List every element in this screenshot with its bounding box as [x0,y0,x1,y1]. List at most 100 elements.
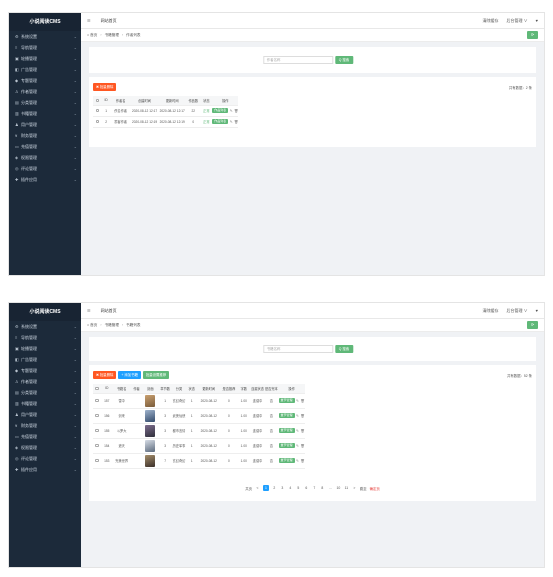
add-book-button[interactable]: + 添加书籍 [118,371,141,379]
column-header: 连载状态 [250,384,265,394]
sidebar-item-7[interactable]: ▥ 书籍管理 ⌄ [9,398,81,409]
sidebar-item-2[interactable]: ▣ 轮播管理 ⌄ [9,53,81,64]
search-input[interactable]: 作者名称 [262,56,333,64]
batch-delete-button[interactable]: ✖ 批量删除 [93,83,117,91]
refresh-button[interactable]: ⟳ [527,321,538,329]
search-input[interactable]: 书籍名称 [262,345,333,353]
delete-icon[interactable]: 🗑 [234,119,239,124]
row-primary-action-button[interactable]: 章节管理 [278,428,295,433]
sidebar-item-10[interactable]: ▭ 充值管理 ⌄ [9,141,81,152]
batch-recommend-button[interactable]: 批量设置推荐 [142,371,170,379]
site-home-link[interactable]: 网站首页 [100,17,117,23]
row-checkbox[interactable] [95,398,99,403]
page-item[interactable]: 6 [305,486,308,490]
select-all-checkbox[interactable] [95,386,99,391]
sidebar-item-9[interactable]: ¥ 财务管理 ⌄ [9,420,81,431]
search-button[interactable]: Q 搜索 [334,56,354,64]
refresh-button[interactable]: ⟳ [527,31,538,39]
heart-icon[interactable]: ♥ [535,308,538,313]
page-item[interactable]: 10 [336,486,341,490]
row-checkbox[interactable] [95,443,99,448]
edit-icon[interactable]: ✎ [229,119,233,124]
page-item[interactable]: 5 [297,486,300,490]
sidebar-item-5[interactable]: ♙ 作者管理 ⌄ [9,376,81,387]
row-checkbox[interactable] [95,413,99,418]
sidebar-item-10[interactable]: ▭ 充值管理 ⌄ [9,431,81,442]
row-primary-action-button[interactable]: 章节管理 [278,413,295,418]
row-checkbox[interactable] [95,119,100,124]
edit-icon[interactable]: ✎ [296,413,299,418]
page-item[interactable]: 1 [262,485,269,491]
sidebar-item-3[interactable]: ◧ 广告管理 ⌄ [9,354,81,365]
cell-text: 2020-08-12 [200,428,217,433]
breadcrumb-section[interactable]: 书籍管理 [104,32,119,37]
breadcrumb-section[interactable]: 书籍管理 [104,322,119,327]
sidebar-item-12[interactable]: ◎ 评论管理 ⌄ [9,163,81,174]
page-item[interactable]: 4 [289,486,292,490]
page-item[interactable]: < [256,486,259,490]
delete-icon[interactable]: 🗑 [300,413,305,418]
book-cover-image [145,454,156,467]
sidebar-item-5[interactable]: ♙ 作者管理 ⌄ [9,86,81,97]
row-primary-action-button[interactable]: 作品列表 [212,119,229,124]
page-item[interactable]: 7 [313,486,316,490]
site-home-link[interactable]: 网站首页 [100,307,117,313]
page-item[interactable]: 8 [321,486,324,490]
delete-icon[interactable]: 🗑 [300,398,305,403]
book-cover-image [145,409,156,422]
clear-cache-link[interactable]: 清除缓存 [482,307,499,313]
delete-icon[interactable]: 🗑 [300,443,305,448]
page-item[interactable]: 3 [281,486,284,490]
collapse-icon[interactable]: ☰ [87,18,91,23]
page-item[interactable]: 确定页 [369,486,380,491]
breadcrumb-home[interactable]: ⌂ 首页 [87,322,98,327]
delete-icon[interactable]: 🗑 [300,458,305,463]
page-item[interactable]: > [353,486,356,490]
edit-icon[interactable]: ✎ [296,428,299,433]
sidebar-item-6[interactable]: ▤ 分类管理 ⌄ [9,387,81,398]
page-item[interactable]: 2 [273,486,276,490]
sidebar-item-1[interactable]: ≡ 导航管理 ⌄ [9,332,81,343]
search-button[interactable]: Q 搜索 [334,345,354,353]
page-item[interactable]: 11 [344,486,349,490]
sidebar-item-0[interactable]: ⚙ 系统设置 ⌄ [9,321,81,332]
row-primary-action-button[interactable]: 作品列表 [212,108,229,113]
sidebar-item-13[interactable]: ✚ 插件应用 ⌄ [9,464,81,475]
admin-menu[interactable]: 后台管理 ∨ [506,17,528,23]
page-item[interactable]: 跳至 [359,486,367,491]
edit-icon[interactable]: ✎ [296,398,299,403]
edit-icon[interactable]: ✎ [296,458,299,463]
row-primary-action-button[interactable]: 章节管理 [278,458,295,463]
row-primary-action-button[interactable]: 章节管理 [278,443,295,448]
delete-icon[interactable]: 🗑 [234,108,239,113]
select-all-checkbox[interactable] [95,98,100,103]
sidebar-item-4[interactable]: ◆ 专题管理 ⌄ [9,365,81,376]
sidebar-item-4[interactable]: ◆ 专题管理 ⌄ [9,75,81,86]
sidebar-item-13[interactable]: ✚ 插件应用 ⌄ [9,174,81,185]
sidebar-item-8[interactable]: ♟ 用户管理 ⌄ [9,119,81,130]
clear-cache-link[interactable]: 清除缓存 [482,17,499,23]
row-checkbox[interactable] [95,108,100,113]
edit-icon[interactable]: ✎ [229,108,233,113]
heart-icon[interactable]: ♥ [535,18,538,23]
sidebar-item-11[interactable]: ◈ 权限管理 ⌄ [9,442,81,453]
sidebar-item-0[interactable]: ⚙ 系统设置 ⌄ [9,31,81,42]
breadcrumb-home[interactable]: ⌂ 首页 [87,32,98,37]
admin-menu[interactable]: 后台管理 ∨ [506,307,528,313]
sidebar-item-1[interactable]: ≡ 导航管理 ⌄ [9,42,81,53]
delete-icon[interactable]: 🗑 [300,428,305,433]
batch-delete-button[interactable]: ✖ 批量删除 [93,371,117,379]
sidebar-item-11[interactable]: ◈ 权限管理 ⌄ [9,152,81,163]
sidebar-item-3[interactable]: ◧ 广告管理 ⌄ [9,64,81,75]
sidebar-item-8[interactable]: ♟ 用户管理 ⌄ [9,409,81,420]
row-checkbox[interactable] [95,428,99,433]
row-checkbox[interactable] [95,458,99,463]
sidebar-item-2[interactable]: ▣ 轮播管理 ⌄ [9,343,81,354]
collapse-icon[interactable]: ☰ [87,308,91,313]
sidebar-item-9[interactable]: ¥ 财务管理 ⌄ [9,130,81,141]
row-primary-action-button[interactable]: 章节管理 [278,398,295,403]
sidebar-item-12[interactable]: ◎ 评论管理 ⌄ [9,453,81,464]
sidebar-item-6[interactable]: ▤ 分类管理 ⌄ [9,97,81,108]
edit-icon[interactable]: ✎ [296,443,299,448]
sidebar-item-7[interactable]: ▥ 书籍管理 ⌄ [9,108,81,119]
